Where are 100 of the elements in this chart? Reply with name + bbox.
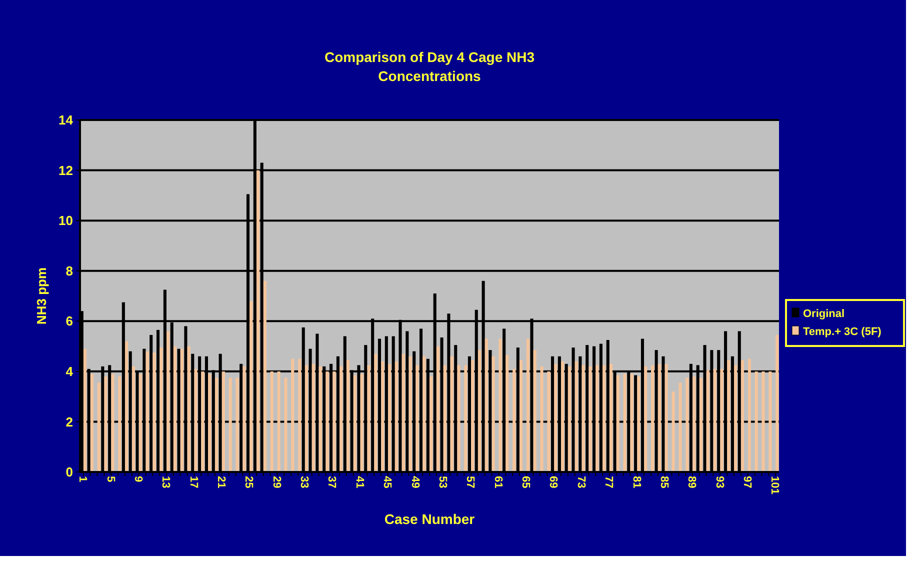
bar [236,378,239,472]
legend-label: Temp.+ 3C (5F) [803,326,882,338]
bar [506,355,509,472]
bar [644,366,648,472]
bar [706,370,710,472]
x-tick-label: 1 [76,476,89,482]
bar [326,371,329,472]
bar [263,280,266,472]
bar [408,356,412,472]
bar [520,360,523,472]
bar [554,364,558,472]
bar [457,365,460,472]
bar [340,366,343,472]
bar [533,350,536,472]
bar [720,368,724,472]
bar [471,360,474,472]
x-tick-label: 93 [713,476,726,488]
x-tick-label: 13 [160,476,172,488]
bar [727,360,730,472]
bar [602,365,606,472]
bar [180,348,184,472]
bar [166,331,170,472]
x-tick-label: 57 [464,476,476,488]
bar [416,365,419,472]
x-tick-label: 53 [436,476,448,488]
bar [430,376,433,472]
bar [318,366,322,472]
bar [768,371,772,472]
bar [678,382,682,472]
x-tick-label: 37 [326,476,338,488]
bar [228,378,232,472]
bar [547,371,550,472]
bar [588,366,592,472]
bar [214,378,218,472]
bar [208,374,212,472]
bar [104,376,108,472]
bar [740,360,744,472]
y-axis-title: NH3 ppm [34,267,49,325]
bar [436,346,440,472]
bar [672,392,675,472]
bar [277,371,280,472]
bar [242,366,246,472]
bar [754,371,758,472]
bar [298,358,302,472]
bar [422,356,426,472]
bar [492,356,495,472]
bar [222,371,225,472]
bar [748,358,751,472]
bar [250,301,253,472]
bar [664,364,668,472]
bar [173,346,177,472]
bar [596,365,599,472]
bar [160,348,163,472]
bar [304,365,308,472]
bar [464,365,468,472]
y-tick-label: 12 [58,162,73,178]
bar [692,376,696,472]
bar [561,361,564,472]
bar [132,366,135,472]
x-tick-label: 5 [104,476,116,482]
bar [353,375,356,472]
bar [90,374,94,472]
x-tick-label: 41 [353,476,366,488]
y-tick-label: 8 [66,263,73,278]
bar [512,368,516,472]
y-tick-label: 4 [66,364,74,379]
bar [686,378,689,472]
bar [450,356,454,472]
x-tick-label: 85 [658,476,670,488]
bar [651,365,654,472]
x-tick-label: 73 [574,476,587,488]
bar [394,361,398,472]
x-tick-label: 9 [132,476,144,482]
x-tick-label: 33 [298,476,310,488]
bar [568,366,571,472]
bar [360,374,364,472]
bar [125,341,128,472]
bar [97,382,100,472]
x-axis-title: Case Number [384,511,476,527]
bar [637,376,640,472]
bar [270,371,274,472]
bar [291,358,294,472]
bar [111,374,114,472]
bar [332,371,336,472]
bar [713,368,716,472]
x-tick-label: 81 [630,476,642,488]
chart-title: Comparison of Day 4 Cage NH3 Concentrations [324,49,535,84]
x-tick-label: 61 [492,476,504,488]
bar [346,360,350,472]
bar [443,365,446,472]
bar [776,334,779,472]
bar [609,364,613,472]
bar [582,365,585,472]
bar [146,351,149,472]
y-tick-label: 10 [58,213,73,228]
x-tick-label: 69 [547,476,560,488]
bar [699,378,702,472]
bar [187,346,190,472]
y-tick-label: 2 [66,414,73,430]
x-tick-label: 65 [520,476,532,488]
